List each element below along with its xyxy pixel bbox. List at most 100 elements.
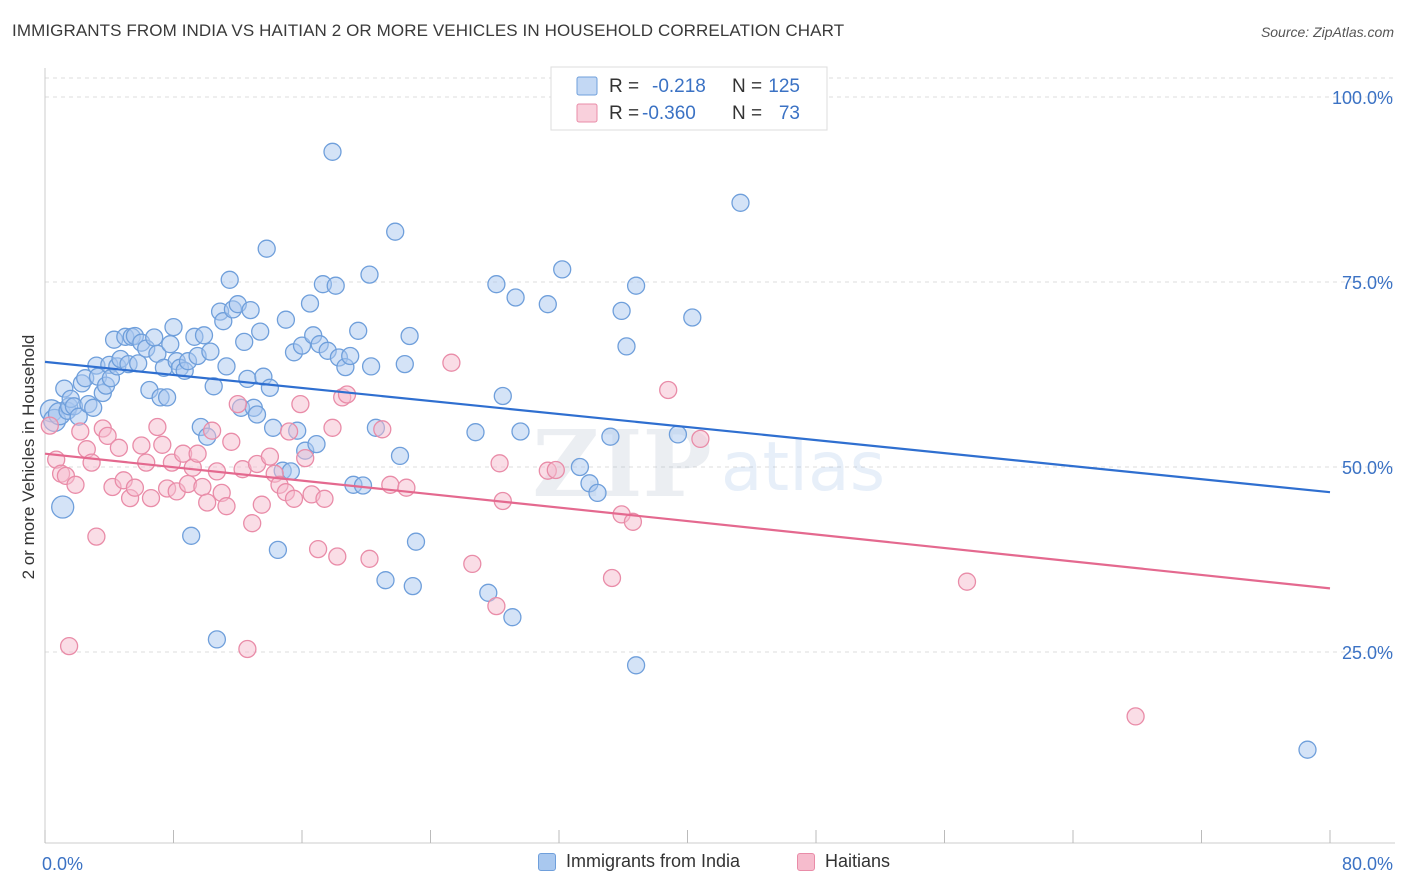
legend-item-india[interactable]: Immigrants from India	[538, 851, 740, 872]
india-point	[241, 300, 260, 320]
india-point	[506, 288, 525, 307]
y-axis-title: 2 or more Vehicles in Household	[19, 335, 38, 580]
haiti-point	[487, 596, 506, 616]
legend-r-label-1: R =	[609, 76, 639, 97]
india-point	[626, 276, 646, 295]
india-point	[466, 423, 485, 442]
india-point	[668, 425, 688, 444]
legend-stats: R = -0.218 N = 125 R = -0.360 N = 73	[550, 66, 828, 131]
india-point	[487, 275, 506, 294]
india-point	[204, 377, 223, 396]
india-point	[376, 571, 395, 590]
india-point	[214, 312, 233, 331]
haiti-point	[222, 432, 241, 451]
haiti-point	[260, 447, 280, 466]
legend-label-india: Immigrants from India	[566, 851, 741, 871]
india-point	[235, 332, 254, 352]
chart-source: Source: ZipAtlas.com	[1260, 24, 1394, 40]
india-point	[361, 357, 381, 376]
haiti-point	[243, 514, 262, 533]
india-point	[238, 369, 257, 389]
india-point	[1298, 740, 1317, 759]
axes	[44, 68, 1395, 844]
haiti-point	[442, 353, 461, 372]
watermark-atlas: atlas	[721, 428, 885, 507]
y-tick-label: 50.0%	[1342, 458, 1393, 478]
india-point	[341, 346, 360, 366]
haiti-point	[546, 460, 565, 480]
india-point	[300, 294, 320, 313]
india-point	[731, 193, 750, 212]
legend-swatch-haiti-bottom	[797, 852, 815, 871]
haiti-point	[323, 418, 342, 437]
legend-swatch-haiti	[576, 103, 598, 123]
x-tick-label-max: 80.0%	[1342, 854, 1393, 874]
india-point	[217, 357, 236, 376]
haiti-point	[279, 422, 299, 441]
haiti-point	[141, 488, 161, 508]
india-point	[395, 354, 414, 374]
india-point	[161, 335, 180, 354]
india-point	[157, 388, 177, 407]
india-trendline	[44, 360, 1331, 494]
legend-swatch-india	[576, 76, 598, 96]
haiti-point	[291, 394, 310, 414]
india-point	[626, 656, 646, 675]
india-point	[281, 462, 300, 481]
haiti-point	[82, 453, 101, 472]
data-points	[39, 142, 1317, 759]
india-point	[403, 576, 422, 596]
legend-n-value-1: 125	[768, 76, 800, 97]
haiti-point	[217, 497, 236, 516]
india-point	[201, 342, 220, 361]
legend-label-haiti: Haitians	[825, 851, 891, 871]
india-point	[326, 276, 345, 295]
india-point	[538, 295, 557, 314]
india-point	[406, 532, 426, 551]
haiti-point	[490, 454, 509, 473]
haiti-point	[132, 436, 151, 455]
haiti-trendline	[44, 452, 1331, 590]
india-point	[617, 337, 636, 356]
haiti-point	[71, 422, 90, 441]
chart-title: IMMIGRANTS FROM INDIA VS HAITIAN 2 OR MO…	[12, 21, 845, 40]
y-tick-label: 75.0%	[1342, 273, 1393, 293]
india-point	[570, 457, 590, 477]
haiti-point	[153, 435, 172, 454]
india-point	[601, 427, 620, 446]
india-point	[292, 336, 312, 355]
haiti-point	[602, 568, 622, 588]
legend-swatch-india-bottom	[538, 852, 556, 871]
haiti-point	[1126, 707, 1145, 726]
haiti-point	[328, 547, 347, 566]
india-point	[268, 540, 288, 560]
haiti-point	[148, 417, 167, 437]
india-point	[360, 265, 379, 284]
trend-lines	[44, 360, 1331, 590]
haiti-point	[98, 426, 117, 446]
legend-r-label-2: R =	[609, 103, 639, 124]
india-point	[260, 378, 280, 397]
legend-n-label-2: N =	[732, 103, 762, 124]
india-point	[683, 308, 702, 327]
india-point	[390, 446, 410, 466]
haiti-point	[125, 478, 145, 497]
legend-series: Immigrants from India Haitians	[0, 851, 1406, 879]
india-point	[588, 483, 607, 503]
india-point	[257, 239, 276, 258]
legend-item-haiti[interactable]: Haitians	[797, 851, 890, 872]
haiti-point	[202, 421, 222, 440]
india-point	[493, 386, 512, 406]
india-point	[503, 608, 522, 627]
haiti-point	[87, 527, 106, 546]
haiti-point	[373, 420, 392, 439]
legend-r-value-1: -0.218	[652, 76, 706, 97]
india-point	[349, 321, 368, 340]
india-point	[220, 270, 239, 289]
india-point	[386, 222, 405, 241]
india-point	[145, 328, 164, 347]
india-point	[307, 434, 326, 454]
india-point	[263, 418, 283, 437]
haiti-point	[337, 385, 357, 404]
